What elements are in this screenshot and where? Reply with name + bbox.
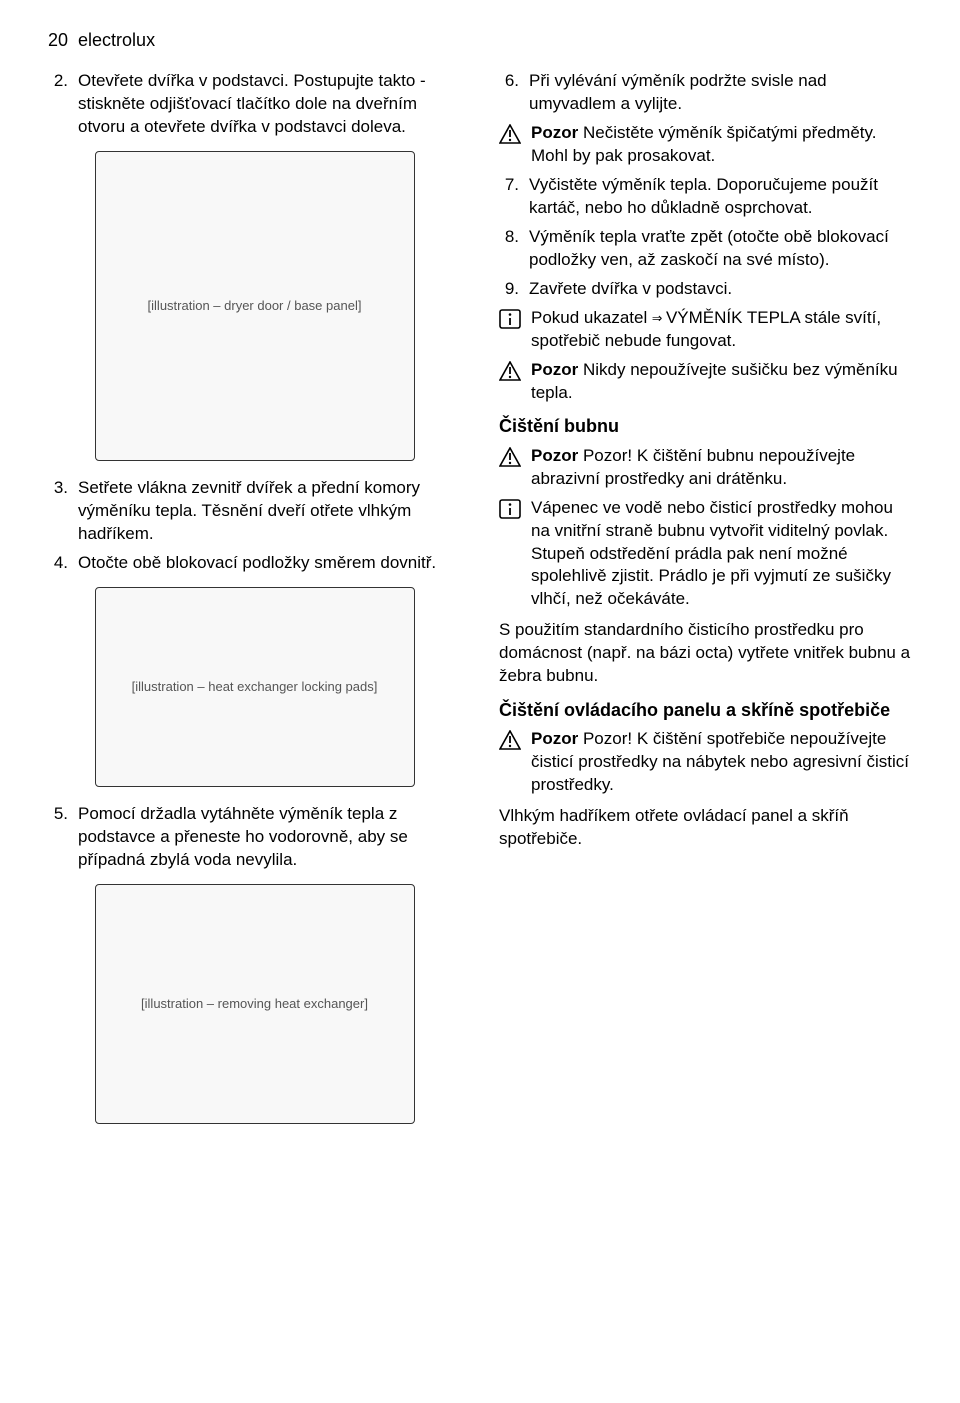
- step-7: 7. Vyčistěte výměník tepla. Doporučujeme…: [499, 174, 912, 220]
- step-text: Zavřete dvířka v podstavci.: [529, 278, 912, 301]
- two-column-layout: 2. Otevřete dvířka v podstavci. Postupuj…: [48, 70, 912, 1139]
- warning-text: Pozor Pozor! K čištění bubnu nepoužívejt…: [531, 445, 912, 491]
- info-1: Pokud ukazatel ⇒ VÝMĚNÍK TEPLA stále sví…: [499, 307, 912, 353]
- warning-3: Pozor Pozor! K čištění bubnu nepoužívejt…: [499, 445, 912, 491]
- page-header: 20 electrolux: [48, 28, 912, 52]
- step-text: Setřete vlákna zevnitř dvířek a přední k…: [78, 477, 461, 546]
- step-text: Otočte obě blokovací podložky směrem dov…: [78, 552, 461, 575]
- step-text: Vyčistěte výměník tepla. Doporučujeme po…: [529, 174, 912, 220]
- warning-body: Pozor! K čištění bubnu nepoužívejte abra…: [531, 446, 855, 488]
- paragraph-drum: S použitím standardního čisticího prostř…: [499, 619, 912, 688]
- figure-2: [illustration – heat exchanger locking p…: [48, 587, 461, 787]
- heat-exchanger-symbol-icon: ⇒: [652, 308, 661, 328]
- warning-icon: [499, 359, 521, 405]
- warning-2: Pozor Nikdy nepoužívejte sušičku bez vým…: [499, 359, 912, 405]
- warning-lead: Pozor: [531, 446, 578, 465]
- figure-2-placeholder: [illustration – heat exchanger locking p…: [95, 587, 415, 787]
- step-number: 2.: [48, 70, 68, 139]
- step-number: 8.: [499, 226, 519, 272]
- info-text: Pokud ukazatel ⇒ VÝMĚNÍK TEPLA stále sví…: [531, 307, 912, 353]
- warning-icon: [499, 445, 521, 491]
- step-4: 4. Otočte obě blokovací podložky směrem …: [48, 552, 461, 575]
- step-number: 5.: [48, 803, 68, 872]
- warning-lead: Pozor: [531, 123, 578, 142]
- warning-icon: [499, 122, 521, 168]
- step-number: 9.: [499, 278, 519, 301]
- warning-4: Pozor Pozor! K čištění spotřebiče nepouž…: [499, 728, 912, 797]
- warning-1: Pozor Nečistěte výměník špičatými předmě…: [499, 122, 912, 168]
- step-6: 6. Při vylévání výměník podržte svisle n…: [499, 70, 912, 116]
- info-icon: [499, 307, 521, 353]
- right-column: 6. Při vylévání výměník podržte svisle n…: [499, 70, 912, 1139]
- warning-text: Pozor Nečistěte výměník špičatými předmě…: [531, 122, 912, 168]
- step-number: 4.: [48, 552, 68, 575]
- step-text: Pomocí držadla vytáhněte výměník tepla z…: [78, 803, 461, 872]
- paragraph-panel: Vlhkým hadříkem otřete ovládací panel a …: [499, 805, 912, 851]
- heading-drum-cleaning: Čištění bubnu: [499, 414, 912, 438]
- step-8: 8. Výměník tepla vraťte zpět (otočte obě…: [499, 226, 912, 272]
- warning-body: Nikdy nepoužívejte sušičku bez výměníku …: [531, 360, 898, 402]
- step-number: 7.: [499, 174, 519, 220]
- info-2: Vápenec ve vodě nebo čisticí prostředky …: [499, 497, 912, 612]
- warning-text: Pozor Pozor! K čištění spotřebiče nepouž…: [531, 728, 912, 797]
- warning-icon: [499, 728, 521, 797]
- step-9: 9. Zavřete dvířka v podstavci.: [499, 278, 912, 301]
- step-2: 2. Otevřete dvířka v podstavci. Postupuj…: [48, 70, 461, 139]
- figure-1: [illustration – dryer door / base panel]: [48, 151, 461, 461]
- left-column: 2. Otevřete dvířka v podstavci. Postupuj…: [48, 70, 461, 1139]
- step-text: Výměník tepla vraťte zpět (otočte obě bl…: [529, 226, 912, 272]
- info-icon: [499, 497, 521, 612]
- brand-name: electrolux: [78, 28, 155, 52]
- step-text: Při vylévání výměník podržte svisle nad …: [529, 70, 912, 116]
- figure-3: [illustration – removing heat exchanger]: [48, 884, 461, 1124]
- info-text: Vápenec ve vodě nebo čisticí prostředky …: [531, 497, 912, 612]
- warning-lead: Pozor: [531, 729, 578, 748]
- warning-body: Nečistěte výměník špičatými předměty. Mo…: [531, 123, 876, 165]
- info-text-a: Pokud ukazatel: [531, 308, 652, 327]
- page-number: 20: [48, 28, 68, 52]
- heading-panel-cleaning: Čištění ovládacího panelu a skříně spotř…: [499, 698, 912, 722]
- step-number: 6.: [499, 70, 519, 116]
- step-5: 5. Pomocí držadla vytáhněte výměník tepl…: [48, 803, 461, 872]
- step-3: 3. Setřete vlákna zevnitř dvířek a předn…: [48, 477, 461, 546]
- step-text: Otevřete dvířka v podstavci. Postupujte …: [78, 70, 461, 139]
- warning-text: Pozor Nikdy nepoužívejte sušičku bez vým…: [531, 359, 912, 405]
- step-number: 3.: [48, 477, 68, 546]
- warning-lead: Pozor: [531, 360, 578, 379]
- figure-3-placeholder: [illustration – removing heat exchanger]: [95, 884, 415, 1124]
- warning-body: Pozor! K čištění spotřebiče nepoužívejte…: [531, 729, 909, 794]
- figure-1-placeholder: [illustration – dryer door / base panel]: [95, 151, 415, 461]
